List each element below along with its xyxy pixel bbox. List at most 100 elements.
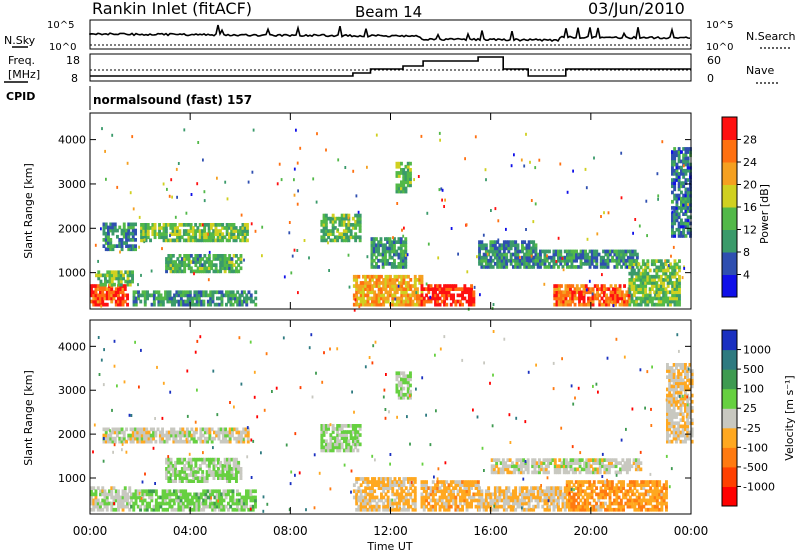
heatmap-cell [357,495,361,500]
heatmap-cell [644,296,648,301]
heatmap-cell [122,439,126,444]
heatmap-cell [357,287,361,291]
heatmap-cell [655,259,659,263]
heatmap-cell [329,433,333,437]
heatmap-cell [666,268,670,273]
heatmap-cell [578,290,581,295]
heatmap-cell [106,279,110,284]
heatmap-cell [525,255,529,260]
heatmap-cell [554,492,558,497]
heatmap-cell [684,172,688,176]
heatmap-cell [174,473,177,477]
heatmap-cell [644,265,648,270]
heatmap-cell [684,221,688,226]
heatmap-cell [163,498,167,503]
heatmap-cell [340,213,344,218]
heatmap-cell [203,479,207,483]
heatmap-cell [388,240,392,244]
heatmap-cell [543,498,547,503]
heatmap-cell [500,258,504,263]
heatmap-cell [632,284,636,288]
heatmap-cell [500,252,504,257]
heatmap-cell [601,461,604,465]
heatmap-cell [242,498,246,503]
heatmap-cell [143,293,147,298]
heatmap-cell [223,467,227,471]
heatmap-cell [592,504,596,509]
heatmap-cell [152,504,156,509]
heatmap-cell [671,210,674,214]
heatmap-cell [119,501,123,506]
heatmap-cell [534,504,538,509]
heatmap-cell [454,480,458,484]
heatmap-cell [573,302,577,307]
heatmap-cell [377,243,381,248]
heatmap-cell [215,495,219,500]
heatmap-cell [324,430,328,434]
heatmap-cell [438,296,442,301]
heatmap-cell [552,495,556,500]
heatmap-cell [588,249,592,254]
heatmap-cell [548,504,551,509]
heatmap-cell [416,302,419,307]
heatmap-cell [420,274,424,279]
heatmap-cell [436,489,440,494]
heatmap-cell [669,302,672,307]
heatmap-cell [669,262,672,267]
heatmap-cell [553,296,557,301]
colorbar-tick-label: 8 [743,246,750,259]
heatmap-cell [593,252,596,257]
heatmap-cell [358,229,362,233]
heatmap-cell [212,223,216,227]
heatmap-cell [377,252,381,257]
heatmap-cell [641,262,645,267]
heatmap-cell [203,457,207,462]
heatmap-cell [581,504,585,509]
heatmap-cell [119,276,123,281]
heatmap-cell [121,501,125,506]
heatmap-cell [107,228,110,233]
heatmap-cell [553,293,557,298]
heatmap-cell [355,281,359,285]
heatmap-cell [589,296,593,301]
heatmap-cell [413,287,417,291]
heatmap-cell [400,386,403,391]
heatmap-cell [666,274,670,279]
heatmap-cell [635,480,639,484]
heatmap-cell [185,263,189,267]
heatmap-cell [686,165,690,170]
heatmap-cell [102,222,106,227]
heatmap-cell [669,296,672,301]
heatmap-cell [338,442,342,447]
heatmap-cell [585,464,589,469]
heatmap-cell [118,241,122,245]
heatmap-cell [493,255,497,260]
heatmap-cell [206,495,210,500]
heatmap-cell [228,460,232,465]
heatmap-cell [157,302,161,307]
heatmap-cell [409,480,413,484]
heatmap-cell [522,458,526,462]
heatmap-cell [400,183,403,188]
heatmap-cell [624,249,628,254]
heatmap-cell [631,492,635,497]
heatmap-cell [409,171,412,175]
heatmap-cell [505,243,509,248]
heatmap-cell [235,439,239,444]
heatmap-cell [212,263,216,267]
heatmap-cell [381,249,385,254]
heatmap-cell [194,457,198,462]
heatmap-cell [440,293,444,298]
heatmap-cell [245,293,249,298]
heatmap-cell [400,489,404,494]
heatmap-cell [178,457,182,462]
heatmap-cell [606,265,610,269]
heatmap-cell [682,156,686,161]
heatmap-cell [655,284,659,288]
heatmap-cell [389,284,392,288]
heatmap-cell [507,498,511,503]
heatmap-cell [583,504,587,509]
heatmap-cell [157,299,161,304]
heatmap-cell [118,238,122,242]
heatmap-cell [173,296,176,301]
